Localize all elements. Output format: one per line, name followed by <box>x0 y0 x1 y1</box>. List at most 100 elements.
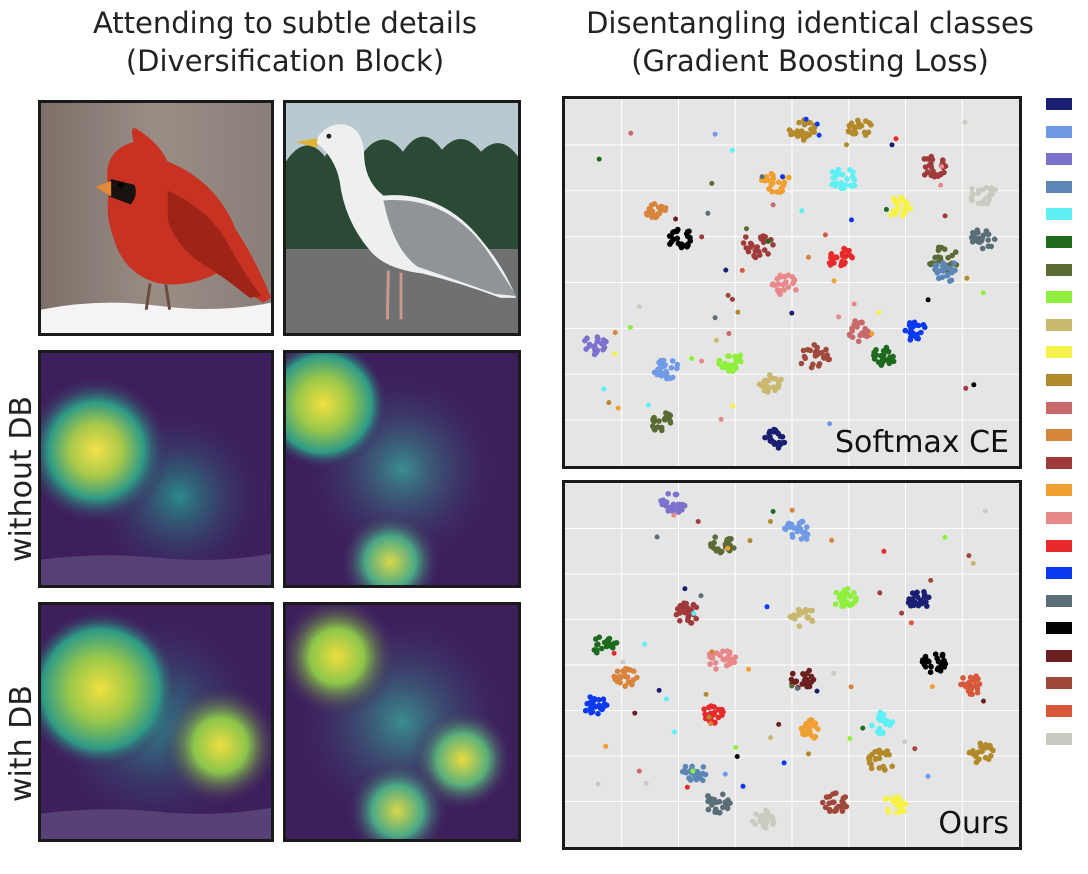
legend-swatch <box>1046 511 1072 524</box>
scatter-point <box>974 689 981 696</box>
seagull-photo <box>283 100 521 336</box>
scatter-point <box>937 254 944 261</box>
scatter-point <box>757 252 763 258</box>
scatter-point <box>906 322 913 328</box>
scatter-point <box>839 258 845 265</box>
scatter-point <box>838 598 844 605</box>
legend-swatch <box>1046 235 1072 248</box>
scatter-point <box>663 696 669 702</box>
scatter-point <box>659 205 666 212</box>
scatter-point <box>799 726 806 732</box>
scatter-point <box>877 590 883 596</box>
scatter-point <box>929 684 935 690</box>
scatter-point <box>885 809 892 815</box>
scatter-point <box>796 119 802 126</box>
legend-swatch <box>1046 594 1072 607</box>
scatter-point <box>844 586 851 592</box>
scatter-point <box>777 189 783 195</box>
scatter-point <box>884 748 890 754</box>
scatter-point <box>812 720 819 727</box>
scatter-point <box>788 676 795 683</box>
scatter-point <box>656 418 662 424</box>
scatter-point <box>910 602 917 609</box>
legend-swatch <box>1046 484 1072 497</box>
scatter-point <box>712 131 718 137</box>
scatter-point <box>686 612 692 618</box>
scatter-point <box>643 780 649 786</box>
scatter-point <box>924 603 930 609</box>
scatter-point <box>709 180 715 186</box>
scatter-point <box>615 405 621 411</box>
scatter-point <box>872 755 879 762</box>
scatter-point <box>793 287 799 293</box>
scatter-point <box>656 687 662 693</box>
scatter-point <box>988 243 994 250</box>
scatter-point <box>767 813 774 820</box>
scatter-point <box>807 727 813 734</box>
scatter-point <box>966 749 973 756</box>
scatter-point <box>636 304 642 310</box>
scatter-point <box>939 653 946 659</box>
scatter-point <box>667 375 673 382</box>
scatter-point <box>768 375 774 381</box>
scatter-point <box>899 610 905 616</box>
scatter-point <box>599 706 605 713</box>
scatter-point <box>789 671 796 677</box>
scatter-point <box>709 802 715 808</box>
scatter-point <box>866 753 873 760</box>
scatter-point <box>715 546 721 552</box>
scatter-point <box>860 725 866 731</box>
scatter-point <box>798 360 805 367</box>
scatter-point <box>620 659 626 665</box>
class-color-legend <box>1046 98 1074 760</box>
legend-swatch <box>1046 732 1072 745</box>
scatter-point <box>869 331 875 337</box>
legend-swatch <box>1046 705 1072 718</box>
scatter-point <box>948 266 954 272</box>
scatter-point <box>928 153 935 160</box>
scatter-point <box>723 364 729 371</box>
scatter-point <box>708 721 714 727</box>
scatter-point <box>932 262 938 269</box>
scatter-point <box>868 761 874 767</box>
scatter-point <box>709 649 715 655</box>
scatter-point <box>973 759 980 766</box>
scatter-point <box>711 539 717 546</box>
scatter-point <box>718 416 724 422</box>
scatter-point <box>982 754 989 761</box>
scatter-point <box>700 764 707 770</box>
scatter-point <box>591 351 598 358</box>
scatter-point <box>743 234 749 240</box>
scatter-point <box>852 130 859 137</box>
scatter-point <box>799 609 805 615</box>
scatter-point <box>966 553 972 559</box>
scatter-point <box>730 403 736 409</box>
scatter-point <box>918 600 925 607</box>
scatter-point <box>848 684 854 690</box>
legend-swatch <box>1046 456 1072 469</box>
scatter-point <box>785 284 792 290</box>
scatter-point <box>781 760 787 766</box>
ours-scatter-svg <box>565 483 1019 847</box>
scatter-point <box>925 773 931 779</box>
scatter-point <box>827 262 834 268</box>
legend-swatch <box>1046 622 1072 635</box>
scatter-point <box>725 353 731 359</box>
scatter-point <box>703 691 709 697</box>
scatter-point <box>712 315 718 321</box>
scatter-point <box>927 261 934 268</box>
scatter-point <box>986 197 992 203</box>
scatter-point <box>582 707 589 714</box>
scatter-point <box>822 232 828 238</box>
scatter-point <box>894 198 900 205</box>
scatter-point <box>967 679 973 685</box>
scatter-point <box>603 743 609 749</box>
scatter-point <box>992 187 998 193</box>
scatter-point <box>675 240 682 247</box>
scatter-point <box>826 356 832 363</box>
scatter-point <box>770 281 776 287</box>
scatter-point <box>612 351 618 357</box>
scatter-point <box>765 251 771 257</box>
scatter-point <box>927 669 934 675</box>
scatter-point <box>768 437 774 443</box>
